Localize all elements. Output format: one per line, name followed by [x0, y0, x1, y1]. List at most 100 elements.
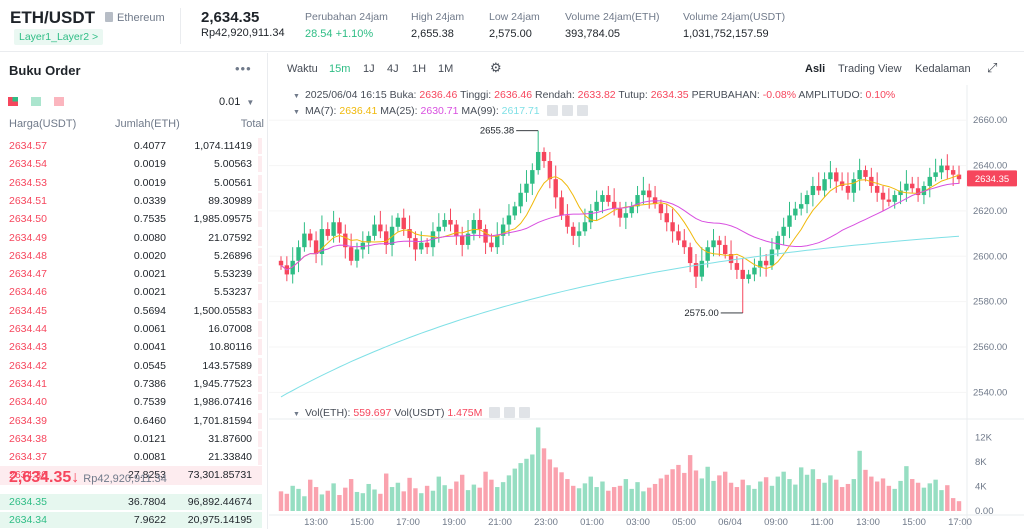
volume-bar: [337, 495, 342, 511]
interval-1h[interactable]: 1H: [412, 63, 427, 75]
volume-bar: [553, 467, 558, 511]
candle: [752, 267, 757, 275]
vol-tick-label: 8K: [975, 457, 987, 468]
stat-label: Volume 24jam(ETH): [565, 11, 660, 23]
interval-4j[interactable]: 4J: [387, 63, 399, 75]
candle: [734, 263, 740, 270]
x-tick-label: 11:00: [810, 517, 833, 528]
ask-row[interactable]: 2634.50 0.7535 1,985.09575: [0, 210, 262, 228]
more-icon[interactable]: •••: [235, 61, 252, 76]
x-tick-label: 13:00: [856, 517, 880, 528]
ask-row[interactable]: 2634.39 0.6460 1,701.81594: [0, 412, 262, 430]
candle: [500, 224, 506, 236]
candle: [728, 254, 734, 264]
ask-row[interactable]: 2634.57 0.4077 1,074.11419: [0, 137, 262, 155]
close-icon[interactable]: [576, 105, 588, 116]
close-icon[interactable]: [519, 407, 531, 418]
ask-row[interactable]: 2634.51 0.0339 89.30989: [0, 192, 262, 210]
view-depth[interactable]: Kedalaman: [915, 63, 971, 75]
ask-total: 1,074.11419: [194, 140, 252, 152]
candle: [904, 183, 909, 191]
asks-only-icon[interactable]: [54, 97, 64, 106]
ask-row[interactable]: 2634.48 0.0020 5.26896: [0, 247, 262, 265]
bid-row[interactable]: 2634.34 7.9622 20,975.14195: [0, 511, 262, 529]
candle: [670, 222, 675, 232]
ask-row[interactable]: 2634.46 0.0021 5.53237: [0, 283, 262, 301]
interval-1j[interactable]: 1J: [363, 63, 375, 75]
ask-row[interactable]: 2634.47 0.0021 5.53239: [0, 265, 262, 283]
volume-bar: [693, 470, 699, 511]
candle: [746, 274, 751, 279]
candle: [629, 206, 634, 214]
volume-bar: [401, 491, 406, 511]
ohlc-legend: ▼ 2025/06/04 16:15 Buka: 2636.46 Tinggi: …: [293, 89, 895, 101]
ask-row[interactable]: 2634.45 0.5694 1,500.05583: [0, 302, 262, 320]
ask-row[interactable]: 2634.36 27.8253 73,301.85731: [0, 466, 262, 485]
volume-bar: [565, 479, 570, 511]
volume-bar: [664, 474, 669, 511]
volume-bar: [541, 448, 547, 511]
ask-row[interactable]: 2634.41 0.7386 1,945.77523: [0, 375, 262, 393]
precision-select[interactable]: 0.01 ▼: [219, 96, 254, 108]
ask-amount: 0.0081: [133, 451, 166, 464]
candle: [886, 199, 892, 202]
collapse-icon[interactable]: ▼: [293, 411, 300, 418]
coin-name[interactable]: Ethereum: [105, 12, 165, 24]
ask-row[interactable]: 2634.53 0.0019 5.00561: [0, 174, 262, 192]
interval-15m[interactable]: 15m: [329, 63, 351, 75]
change-label: PERUBAHAN:: [691, 89, 760, 101]
volume-bar: [576, 488, 582, 511]
volume-bar: [658, 478, 664, 511]
view-asli[interactable]: Asli: [805, 63, 826, 75]
settings-icon[interactable]: [504, 407, 516, 418]
ask-row[interactable]: 2634.44 0.0061 16.07008: [0, 320, 262, 338]
candle: [465, 233, 471, 245]
volume-bar: [459, 474, 465, 511]
settings-icon[interactable]: [561, 105, 573, 116]
both-sides-icon[interactable]: [8, 97, 18, 106]
candle: [313, 240, 319, 254]
stat-volume-eth: Volume 24jam(ETH) 393,784.05: [565, 11, 660, 40]
ask-row[interactable]: 2634.42 0.0545 143.57589: [0, 357, 262, 375]
ask-row[interactable]: 2634.49 0.0080 21.07592: [0, 229, 262, 247]
eye-icon[interactable]: [489, 407, 501, 418]
expand-icon[interactable]: ⤢: [987, 60, 998, 75]
depth-bar: [258, 284, 262, 301]
ask-row[interactable]: 2634.40 0.7539 1,986.07416: [0, 393, 262, 411]
pair-title[interactable]: ETH/USDT: [10, 8, 95, 27]
candle: [880, 192, 886, 200]
interval-1m[interactable]: 1M: [438, 63, 454, 75]
ask-row[interactable]: 2634.38 0.0121 31.87600: [0, 430, 262, 448]
candle: [290, 260, 295, 275]
time-label[interactable]: Waktu: [287, 63, 318, 75]
ask-row[interactable]: 2634.54 0.0019 5.00563: [0, 155, 262, 173]
candle: [278, 260, 284, 266]
stat-value: 1,031,752,157.59: [683, 28, 769, 40]
category-tag[interactable]: Layer1_Layer2 >: [14, 29, 104, 45]
ask-total: 143.57589: [202, 359, 252, 372]
ask-row[interactable]: 2634.43 0.0041 10.80116: [0, 338, 262, 356]
vol-tick-label: 12K: [975, 432, 993, 443]
view-trading-view[interactable]: Trading View: [838, 63, 902, 75]
bid-total: 96,892.44674: [187, 496, 252, 508]
ask-amount: 27.8253: [128, 469, 166, 482]
eye-icon[interactable]: [546, 105, 558, 116]
volume-bar: [343, 487, 348, 511]
gear-icon[interactable]: ⚙: [490, 60, 502, 75]
candle: [366, 235, 371, 243]
depth-bar: [258, 302, 262, 319]
price-chart[interactable]: 2540.00 2560.00 2580.00 2600.00 2620.00 2640.…: [269, 85, 1024, 529]
volume-bar: [723, 471, 728, 511]
candle: [541, 151, 547, 162]
bid-row[interactable]: 2634.35 36.7804 96,892.44674: [0, 493, 262, 511]
bids-only-icon[interactable]: [31, 97, 41, 106]
ask-price: 2634.50: [9, 213, 47, 226]
bid-total: 20,975.14195: [187, 514, 252, 527]
legend-datetime: 2025/06/04 16:15: [304, 89, 387, 101]
candle: [401, 217, 406, 230]
mid-price[interactable]: 2,634.35↓ Rp42,920,911.34: [9, 469, 167, 487]
ask-row[interactable]: 2634.37 0.0081 21.33840: [0, 448, 262, 466]
collapse-icon[interactable]: ▼: [293, 109, 300, 116]
x-tick-label: 01:00: [580, 517, 604, 528]
collapse-icon[interactable]: ▼: [293, 93, 300, 100]
